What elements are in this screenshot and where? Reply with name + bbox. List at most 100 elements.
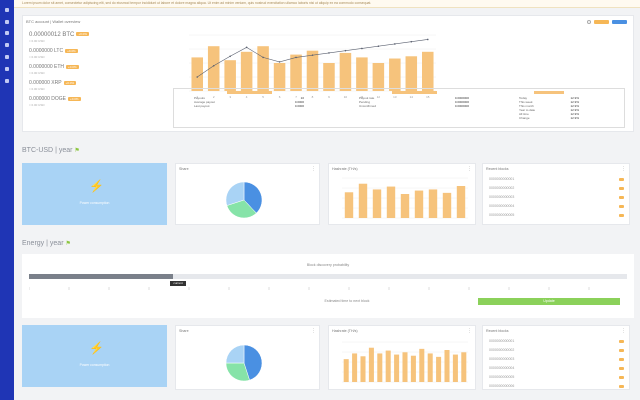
- bar: [358, 183, 368, 218]
- status-badge: [619, 178, 624, 181]
- stat-row: Last payout 0.0000: [194, 104, 304, 108]
- stats-col-1: Payouts 10 Average payout 0.0000 Last payo…: [194, 91, 304, 108]
- tick-label: 6: [279, 95, 281, 99]
- more-icon[interactable]: ⋮: [621, 328, 626, 334]
- balance-amount: 0.0000000 ETH: [29, 64, 65, 70]
- panel-toolbar: [587, 20, 627, 24]
- point: [344, 49, 347, 52]
- power-text: Power consumption: [79, 363, 110, 367]
- tick-label: 9: [328, 95, 330, 99]
- bar: [344, 192, 354, 218]
- stat-row: Average payout 0.0000: [194, 100, 304, 104]
- share-pie-chart: [225, 181, 263, 219]
- more-icon[interactable]: ⋮: [467, 328, 472, 334]
- wallet-icon[interactable]: [5, 31, 9, 35]
- eta-label: Estimated time to next block: [324, 299, 370, 303]
- bar-card: Hashrate (TH/s) ⋮: [328, 163, 476, 225]
- list-item[interactable]: 0000000000004: [489, 366, 624, 372]
- point: [328, 52, 330, 54]
- list-item[interactable]: 0000000000001: [489, 339, 624, 345]
- probability-panel: Block discovery probability current Esti…: [22, 254, 634, 318]
- search-icon[interactable]: [587, 20, 591, 24]
- logout-icon[interactable]: [5, 79, 9, 83]
- list-item[interactable]: 0000000000005: [489, 375, 624, 381]
- pie-slice: [225, 344, 245, 364]
- bar: [343, 359, 349, 382]
- card-title: Hashrate (TH/s): [332, 329, 358, 333]
- status-badge: [619, 340, 624, 343]
- bar: [207, 46, 220, 91]
- bar: [386, 186, 396, 218]
- tick-label: 4: [246, 95, 248, 99]
- list-item[interactable]: 0000000000003: [489, 195, 624, 201]
- bar: [444, 350, 450, 382]
- section-title: Energy | year ⚑: [22, 240, 71, 247]
- change-badge: +0.0%: [65, 48, 78, 53]
- bar-card: Hashrate (TH/s) ⋮: [328, 325, 476, 390]
- balance-item: 0.0000000 LTC +0.0% ≈ 0.00 USD: [29, 48, 189, 64]
- balance-item: 0.000000 XRP +0.0% ≈ 0.00 USD: [29, 80, 189, 96]
- stat-row: This week 12.9%: [519, 100, 579, 104]
- flag-icon: ⚑: [74, 148, 80, 154]
- list-item[interactable]: 0000000000006: [489, 384, 624, 390]
- tick-label: 11: [360, 95, 363, 99]
- stat-row: Change 12.9%: [519, 116, 579, 120]
- pie-slice: [226, 199, 257, 219]
- change-badge: +0.0%: [63, 80, 77, 85]
- bar: [306, 50, 319, 91]
- balance-item: 0.00000012 BTC +0.0% ≈ 0.00 USD: [29, 32, 189, 48]
- point: [295, 56, 297, 59]
- pie-slice: [243, 181, 263, 214]
- bar: [240, 51, 253, 91]
- refresh-button[interactable]: [612, 20, 627, 24]
- more-icon[interactable]: ⋮: [621, 166, 626, 172]
- status-badge: [619, 214, 624, 217]
- balance-fiat: ≈ 0.00 USD: [29, 55, 45, 59]
- list-item[interactable]: 0000000000003: [489, 357, 624, 363]
- update-button[interactable]: Update: [478, 298, 620, 305]
- status-badge: [619, 367, 624, 370]
- bar: [360, 356, 366, 382]
- bar: [402, 352, 408, 382]
- menu-icon[interactable]: [5, 8, 9, 12]
- share-pie-chart: [225, 344, 263, 382]
- flag-icon: ⚑: [65, 241, 71, 247]
- more-icon[interactable]: ⋮: [311, 166, 316, 172]
- list-item[interactable]: 0000000000005: [489, 213, 624, 219]
- user-icon[interactable]: [5, 67, 9, 71]
- bar: [377, 353, 383, 382]
- stats-box: Payouts 10 Average payout 0.0000 Last payo…: [173, 88, 625, 128]
- bar: [368, 347, 374, 382]
- stats-header: [534, 91, 564, 94]
- export-button[interactable]: [594, 20, 609, 24]
- pie-slice: [243, 344, 263, 381]
- bar: [427, 353, 433, 382]
- bar: [394, 354, 400, 382]
- status-badge: [619, 196, 624, 199]
- power-card: ⚡ Power consumption: [22, 163, 167, 225]
- more-icon[interactable]: ⋮: [467, 166, 472, 172]
- stat-row: Pending 0.0000000: [359, 100, 469, 104]
- stats-header: [226, 91, 272, 94]
- chart-icon[interactable]: [5, 43, 9, 47]
- stat-row: All time 12.9%: [519, 112, 579, 116]
- list-item[interactable]: 0000000000001: [489, 177, 624, 183]
- list-item[interactable]: 0000000000002: [489, 186, 624, 192]
- bar: [410, 355, 416, 382]
- bar: [191, 57, 203, 91]
- balance-fiat: ≈ 0.00 USD: [29, 87, 45, 91]
- bar: [224, 60, 236, 91]
- point: [229, 55, 231, 58]
- card-title: Hashrate (TH/s): [332, 167, 358, 171]
- status-badge: [619, 385, 624, 388]
- progress-track[interactable]: [29, 274, 627, 279]
- change-badge: +0.0%: [76, 32, 89, 37]
- list-item[interactable]: 0000000000004: [489, 204, 624, 210]
- banner-text: Lorem ipsum dolor sit amet, consectetur …: [22, 1, 372, 5]
- settings-icon[interactable]: [5, 55, 9, 59]
- bar: [419, 348, 425, 382]
- dashboard-icon[interactable]: [5, 20, 9, 24]
- stat-row: Payouts 10: [194, 96, 304, 100]
- more-icon[interactable]: ⋮: [311, 328, 316, 334]
- list-item[interactable]: 0000000000002: [489, 348, 624, 354]
